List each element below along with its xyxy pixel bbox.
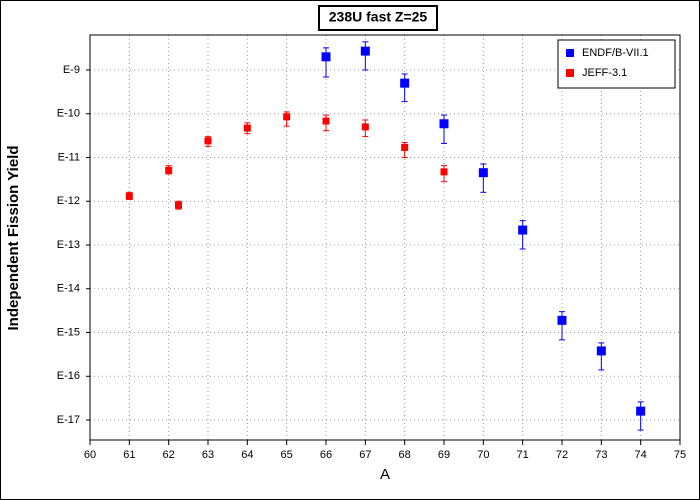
point: [125, 192, 133, 200]
y-tick-label: E-9: [63, 64, 80, 76]
point: [557, 315, 567, 325]
x-tick-label: 66: [320, 449, 332, 461]
legend-label: JEFF-3.1: [582, 67, 627, 79]
x-tick-label: 67: [359, 449, 371, 461]
y-tick-label: E-10: [57, 108, 80, 120]
point: [283, 113, 291, 121]
y-tick-label: E-17: [57, 414, 80, 426]
point: [439, 119, 449, 129]
plot-frame: [89, 34, 681, 441]
point: [175, 201, 182, 209]
y-tick-label: E-15: [57, 326, 80, 338]
point: [321, 52, 331, 62]
title-box: [318, 5, 438, 31]
x-axis-label: A: [380, 466, 390, 483]
legend-swatch: [566, 69, 574, 77]
point: [636, 406, 646, 416]
x-tick-label: 72: [556, 449, 568, 461]
point: [596, 346, 606, 356]
x-tick-label: 74: [635, 449, 647, 461]
x-tick-label: 60: [84, 449, 96, 461]
point: [478, 168, 488, 178]
x-tick-label: 70: [477, 449, 489, 461]
y-tick-label: E-16: [57, 370, 80, 382]
legend-swatch: [566, 49, 574, 57]
y-tick-label: E-12: [57, 195, 80, 207]
legend-box: [557, 39, 676, 89]
y-tick-label: E-11: [58, 151, 80, 163]
point: [360, 46, 370, 56]
x-tick-label: 65: [281, 449, 293, 461]
point: [204, 137, 212, 145]
point: [400, 78, 410, 88]
y-tick-label: E-14: [57, 283, 80, 295]
x-tick-label: 69: [438, 449, 450, 461]
point: [518, 225, 528, 235]
x-tick-label: 62: [163, 449, 175, 461]
y-axis-label: Independent Fission Yield: [5, 145, 22, 330]
x-tick-label: 71: [517, 449, 529, 461]
chart-title: 238U fast Z=25: [329, 9, 428, 25]
x-tick-label: 68: [399, 449, 411, 461]
point: [440, 168, 448, 176]
legend-label: ENDF/B-VII.1: [582, 47, 649, 59]
point: [361, 123, 369, 131]
x-tick-label: 75: [674, 449, 686, 461]
point: [243, 124, 251, 132]
point: [165, 166, 173, 174]
x-tick-label: 63: [202, 449, 214, 461]
point: [401, 143, 409, 151]
x-tick-label: 64: [241, 449, 253, 461]
x-tick-label: 73: [595, 449, 607, 461]
x-tick-label: 61: [123, 449, 135, 461]
point: [322, 117, 330, 125]
y-tick-label: E-13: [57, 239, 80, 251]
